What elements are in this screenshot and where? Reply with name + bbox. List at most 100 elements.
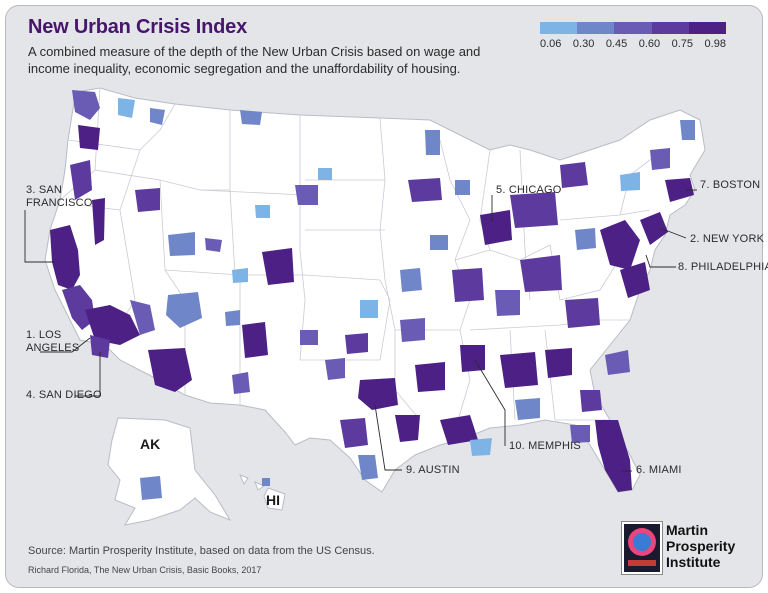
metro-area — [510, 192, 558, 228]
color-legend: 0.06 0.30 0.45 0.60 0.75 0.98 — [540, 22, 727, 50]
metro-area — [570, 425, 590, 443]
hawaii-island — [239, 474, 249, 486]
metro-area — [620, 262, 650, 298]
legend-label: 0.30 — [572, 38, 595, 50]
metro-area — [140, 476, 162, 500]
callout-memphis: 10. MEMPHIS — [509, 440, 581, 452]
source-note: Source: Martin Prosperity Institute, bas… — [28, 545, 375, 557]
metro-area — [495, 290, 520, 316]
metro-area — [560, 162, 588, 188]
hawaii-island — [254, 481, 266, 491]
legend-label: 0.75 — [671, 38, 694, 50]
leader-philadelphia — [645, 254, 676, 268]
metro-area — [395, 415, 420, 442]
metro-area — [300, 330, 318, 345]
metro-area — [480, 210, 512, 245]
metro-area — [452, 268, 484, 302]
callout-san-francisco: 3. SAN FRANCISCO — [26, 184, 93, 209]
metro-area — [135, 188, 160, 212]
metro-area — [205, 238, 222, 252]
metro-area — [650, 148, 670, 170]
metro-area — [85, 305, 140, 345]
metro-area — [665, 178, 694, 202]
metro-area — [470, 438, 492, 456]
callout-new-york: 2. NEW YORK — [690, 233, 765, 245]
legend-color-bar — [540, 22, 727, 34]
metro-area — [360, 300, 378, 318]
state-line — [454, 244, 551, 261]
callout-leaders — [24, 189, 697, 472]
metro-area — [50, 225, 80, 290]
leader-san-diego — [75, 352, 101, 397]
metro-area — [150, 108, 165, 125]
metro-area — [440, 415, 478, 445]
hawaii-label: HI — [266, 492, 280, 508]
metro-area — [605, 350, 630, 375]
metro-area — [430, 235, 448, 250]
hawaii-islands — [239, 474, 286, 511]
metro-area — [415, 362, 445, 392]
metro-area — [318, 168, 332, 180]
metro-area — [90, 335, 110, 358]
metro-area — [565, 298, 600, 328]
metro-area — [680, 120, 695, 140]
logo-line-2: Prosperity — [666, 538, 736, 554]
legend-swatch-2 — [577, 22, 615, 34]
metro-area — [575, 228, 596, 250]
leader-new-york — [659, 227, 687, 239]
metro-area — [600, 220, 640, 270]
metro-area — [78, 125, 100, 150]
metro-areas — [50, 90, 695, 500]
callout-philadelphia: 8. PHILADELPHIA — [678, 261, 768, 273]
metro-area — [262, 248, 294, 285]
callout-chicago: 5. CHICAGO — [496, 184, 562, 196]
state-line — [229, 110, 236, 276]
metro-area — [166, 292, 202, 328]
callout-los-angeles: 1. LOS ANGELES — [26, 329, 80, 354]
legend-swatch-5 — [688, 22, 727, 34]
metro-area — [118, 98, 135, 118]
metro-area — [640, 212, 668, 245]
metro-area — [595, 420, 632, 492]
logo-text: Martin Prosperity Institute — [666, 522, 735, 570]
metro-area — [325, 358, 345, 380]
metro-area — [408, 178, 442, 202]
legend-label: 0.60 — [638, 38, 661, 50]
legend-labels: 0.06 0.30 0.45 0.60 0.75 0.98 — [540, 38, 726, 50]
metro-area — [515, 398, 540, 420]
state-line — [94, 169, 230, 191]
metro-area — [295, 185, 318, 205]
leader-los-angeles — [40, 337, 91, 353]
hawaii-island — [263, 487, 286, 511]
metro-area — [168, 232, 195, 256]
metro-area — [148, 348, 192, 392]
legend-swatch-4 — [651, 22, 689, 34]
legend-label: 0.06 — [540, 38, 562, 50]
metro-area — [62, 285, 95, 330]
legend-swatch-1 — [540, 22, 578, 34]
callout-boston: 7. BOSTON — [700, 179, 761, 191]
metro-area — [545, 348, 572, 378]
page-subtitle: A combined measure of the depth of the N… — [28, 44, 481, 76]
alaska-landmass — [107, 417, 232, 526]
callout-san-diego: 4. SAN DIEGO — [26, 389, 102, 401]
metro-area — [358, 378, 398, 410]
metro-area — [580, 390, 602, 412]
martin-prosperity-logo: Martin Prosperity Institute — [621, 520, 752, 576]
metro-area — [232, 372, 250, 394]
leader-san-francisco — [24, 210, 55, 263]
metro-area — [232, 268, 248, 283]
metro-area — [240, 110, 262, 125]
metro-area — [400, 318, 425, 342]
metro-area — [92, 198, 105, 245]
legend-label: 0.98 — [704, 38, 726, 50]
metro-area — [425, 130, 440, 155]
metro-area — [500, 352, 538, 388]
metro-area — [400, 268, 422, 292]
alaska-label: AK — [140, 436, 161, 452]
book-cover-ring-inner — [633, 533, 651, 551]
state-line — [199, 189, 306, 196]
metro-area — [225, 310, 240, 326]
metro-area — [340, 418, 368, 448]
book-cover-bar — [628, 560, 656, 566]
